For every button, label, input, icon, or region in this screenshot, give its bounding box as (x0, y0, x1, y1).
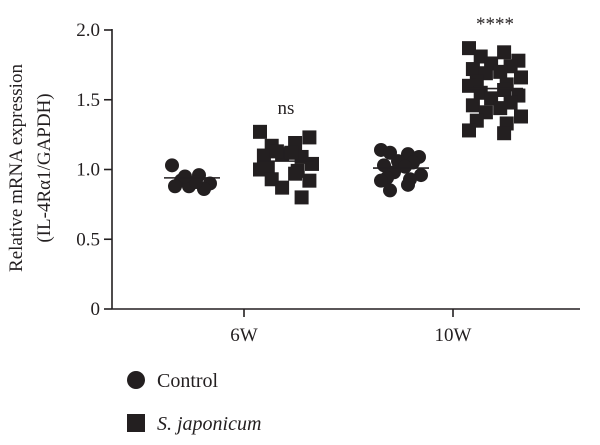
y-tick-label: 0 (91, 299, 101, 320)
data-point-square (514, 70, 528, 85)
data-point-square (462, 41, 476, 56)
data-point-square (305, 156, 319, 171)
data-point-circle (165, 158, 179, 173)
y-tick-label: 1.0 (76, 160, 100, 181)
significance-label: **** (476, 14, 514, 35)
x-ticks: 6W 10W (230, 309, 472, 346)
mean-lines (164, 87, 523, 179)
y-axis-title-line1: Relative mRNA expression (6, 64, 27, 272)
data-point-circle (401, 177, 415, 192)
data-point-square (294, 190, 309, 205)
data-point-square (462, 123, 476, 138)
data-point-square (493, 101, 508, 116)
y-ticks: 0 0.5 1.0 1.5 2.0 (76, 20, 112, 320)
data-point-square (253, 124, 267, 139)
y-axis-title: Relative mRNA expression (IL-4Rα1/GAPDH) (6, 64, 55, 272)
significance-label: ns (278, 98, 295, 119)
y-tick-label: 1.5 (76, 90, 100, 111)
data-point-square (497, 45, 512, 60)
x-tick-label: 6W (230, 325, 258, 346)
data-point-circle (178, 169, 192, 184)
x-tick-label: 10W (435, 325, 472, 346)
legend-square-marker (127, 414, 145, 432)
y-tick-label: 2.0 (76, 20, 100, 41)
data-point-circle (383, 183, 397, 198)
data-point-circle (168, 179, 182, 194)
data-point-square (465, 62, 480, 77)
data-point-square (302, 130, 317, 145)
data-point-square (493, 64, 508, 79)
data-point-square (253, 162, 267, 177)
legend-circle-marker (127, 371, 145, 389)
significance-labels: ns **** (278, 14, 514, 119)
data-point-square (288, 166, 303, 181)
data-point-square (284, 145, 299, 160)
data-point-square (497, 82, 512, 97)
data-point-square (269, 144, 284, 159)
data-point-square (275, 180, 290, 195)
data-point-square (497, 126, 512, 141)
data-points (165, 41, 528, 205)
data-point-circle (414, 168, 428, 183)
data-point-square (256, 148, 271, 163)
legend-label-s-japonicum: S. japonicum (157, 413, 261, 435)
legend-label-control: Control (157, 370, 219, 392)
data-point-circle (398, 159, 412, 174)
y-axis-title-line2: (IL-4Rα1/GAPDH) (34, 93, 55, 242)
data-point-square (302, 173, 317, 188)
legend: Control S. japonicum (127, 370, 261, 435)
data-point-square (514, 109, 528, 124)
y-tick-label: 0.5 (76, 229, 100, 250)
data-point-circle (374, 173, 388, 188)
data-point-square (465, 98, 480, 113)
